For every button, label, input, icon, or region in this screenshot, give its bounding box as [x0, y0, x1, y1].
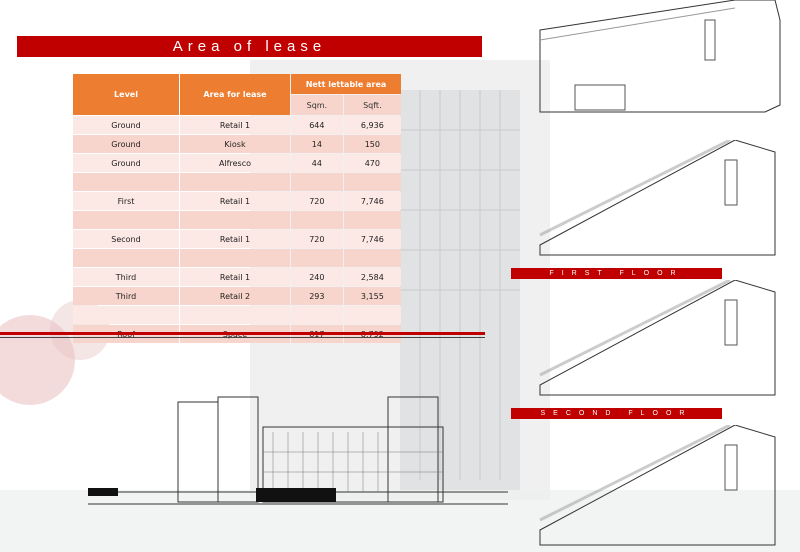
- table-row: Third Retail 2 293 3,155: [73, 287, 401, 305]
- table-row: First Retail 1 720 7,746: [73, 192, 401, 210]
- header-sqm: Sqm.: [291, 95, 343, 115]
- divider-line: [0, 332, 485, 335]
- cell-sqft: 7,746: [343, 192, 401, 210]
- table-row: Ground Retail 1 644 6,936: [73, 116, 401, 134]
- second-floor-plan: [539, 280, 776, 396]
- cell-area: [180, 306, 290, 324]
- lease-area-table: Level Area for lease Nett lettable area …: [72, 73, 402, 344]
- cell-level: Third: [73, 268, 179, 286]
- cell-level: [73, 306, 179, 324]
- table-row: Ground Kiosk 14 150: [73, 135, 401, 153]
- building-elevation: [88, 396, 508, 505]
- cell-sqm: 293: [291, 287, 343, 305]
- cell-sqm: 720: [291, 230, 343, 248]
- cell-level: Ground: [73, 154, 179, 172]
- cell-sqft: [343, 173, 401, 191]
- cell-sqm: 240: [291, 268, 343, 286]
- cell-area: Retail 1: [180, 268, 290, 286]
- cell-sqm: [291, 249, 343, 267]
- cell-sqft: 150: [343, 135, 401, 153]
- cell-area: [180, 211, 290, 229]
- first-floor-label: FIRST FLOOR: [511, 268, 722, 279]
- table-row: [73, 306, 401, 324]
- header-level: Level: [73, 74, 179, 115]
- ground-floor-plan: [539, 0, 781, 113]
- cell-sqft: 470: [343, 154, 401, 172]
- cell-level: Third: [73, 287, 179, 305]
- table-row: [73, 211, 401, 229]
- cell-area: Retail 1: [180, 116, 290, 134]
- cell-sqft: 2,584: [343, 268, 401, 286]
- second-floor-label: SECOND FLOOR: [511, 408, 722, 419]
- divider-line: [0, 337, 485, 338]
- cell-area: [180, 249, 290, 267]
- cell-area: Retail 1: [180, 192, 290, 210]
- table-row: Third Retail 1 240 2,584: [73, 268, 401, 286]
- table-row: [73, 173, 401, 191]
- cell-sqft: 6,936: [343, 116, 401, 134]
- table-row: Second Retail 1 720 7,746: [73, 230, 401, 248]
- cell-level: Second: [73, 230, 179, 248]
- cell-sqft: 7,746: [343, 230, 401, 248]
- cell-sqm: [291, 173, 343, 191]
- cell-sqft: [343, 249, 401, 267]
- third-floor-plan: [539, 425, 776, 546]
- cell-level: [73, 249, 179, 267]
- cell-sqm: [291, 306, 343, 324]
- cell-level: Ground: [73, 135, 179, 153]
- cell-sqm: [291, 211, 343, 229]
- cell-level: Ground: [73, 116, 179, 134]
- cell-area: Retail 1: [180, 230, 290, 248]
- header-nett: Nett lettable area: [291, 74, 401, 94]
- cell-sqft: 3,155: [343, 287, 401, 305]
- cell-level: [73, 173, 179, 191]
- header-sqft: Sqft.: [343, 95, 401, 115]
- cell-level: First: [73, 192, 179, 210]
- cell-sqft: [343, 306, 401, 324]
- page-title: Area of lease: [17, 36, 482, 57]
- header-area: Area for lease: [180, 74, 290, 115]
- cell-area: Kiosk: [180, 135, 290, 153]
- cell-sqm: 44: [291, 154, 343, 172]
- cell-sqm: 720: [291, 192, 343, 210]
- table-row: Ground Alfresco 44 470: [73, 154, 401, 172]
- cell-sqft: [343, 211, 401, 229]
- cell-area: [180, 173, 290, 191]
- table-row: [73, 249, 401, 267]
- cell-level: [73, 211, 179, 229]
- cell-area: Retail 2: [180, 287, 290, 305]
- cell-sqm: 644: [291, 116, 343, 134]
- cell-sqm: 14: [291, 135, 343, 153]
- first-floor-plan: [539, 140, 776, 256]
- cell-area: Alfresco: [180, 154, 290, 172]
